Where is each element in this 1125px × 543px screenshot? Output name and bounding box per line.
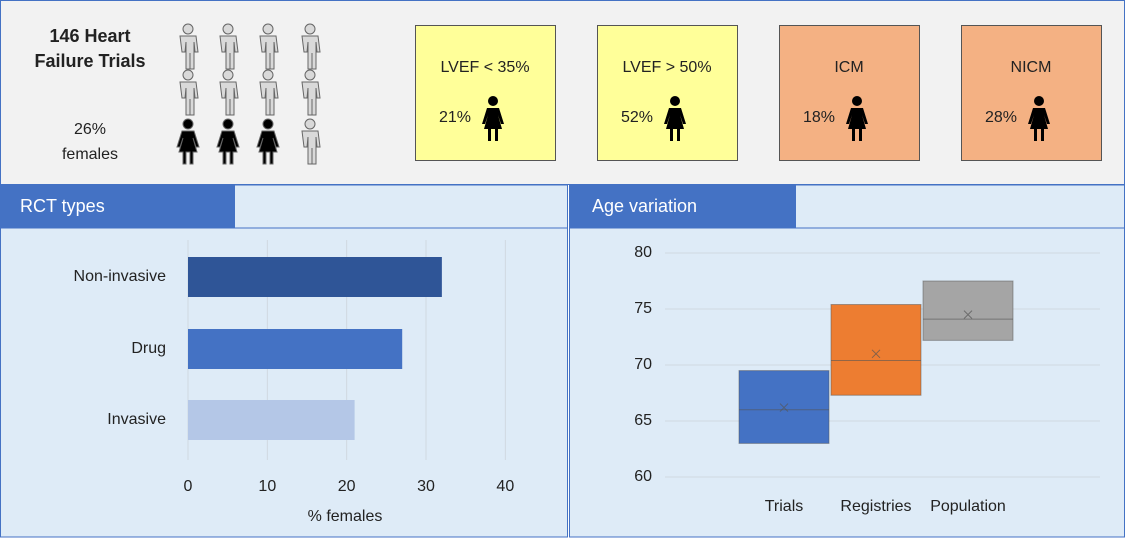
y-tick-label: Non-invasive <box>74 268 167 285</box>
bar <box>188 400 355 440</box>
y-tick-label: Drug <box>131 340 166 357</box>
x-tick-label: 30 <box>417 478 435 495</box>
mean-marker <box>871 349 881 359</box>
header-panel <box>0 0 1125 185</box>
x-axis-label: % females <box>308 508 383 525</box>
x-tick-label: Trials <box>765 498 804 515</box>
share: 26% <box>74 121 106 138</box>
chart-title: Age variation <box>592 196 697 216</box>
box <box>830 304 922 396</box>
mean-marker <box>963 310 973 319</box>
y-tick-label: Invasive <box>107 411 166 428</box>
card-value: 28% <box>985 109 1017 126</box>
card <box>415 25 556 161</box>
card <box>779 25 920 161</box>
header-title: Failure Trials <box>34 51 145 71</box>
card-label: NICM <box>1011 59 1052 76</box>
box <box>922 280 1014 341</box>
x-tick-label: Registries <box>840 498 911 515</box>
card-label: LVEF > 50% <box>622 59 711 76</box>
card <box>961 25 1102 161</box>
mean-marker <box>779 403 789 412</box>
y-tick-label: 75 <box>634 300 652 317</box>
header-title: 146 Heart <box>49 26 130 46</box>
card <box>597 25 738 161</box>
card-value: 52% <box>621 109 653 126</box>
card-value: 21% <box>439 109 471 126</box>
bar <box>188 257 442 297</box>
y-tick-label: 70 <box>634 356 652 373</box>
card-label: ICM <box>834 59 863 76</box>
share-label: females <box>62 146 118 163</box>
card-label: LVEF < 35% <box>440 59 529 76</box>
bar <box>188 329 403 369</box>
x-tick-label: 10 <box>258 478 276 495</box>
y-tick-label: 80 <box>634 244 652 261</box>
tab <box>570 185 796 228</box>
y-tick-label: 65 <box>634 412 652 429</box>
chart-title: RCT types <box>20 196 105 216</box>
x-tick-label: 20 <box>338 478 356 495</box>
y-tick-label: 60 <box>634 468 652 485</box>
card-value: 18% <box>803 109 835 126</box>
x-tick-label: 40 <box>496 478 514 495</box>
x-tick-label: Population <box>930 498 1006 515</box>
tab <box>0 185 235 228</box>
x-tick-label: 0 <box>184 478 193 495</box>
